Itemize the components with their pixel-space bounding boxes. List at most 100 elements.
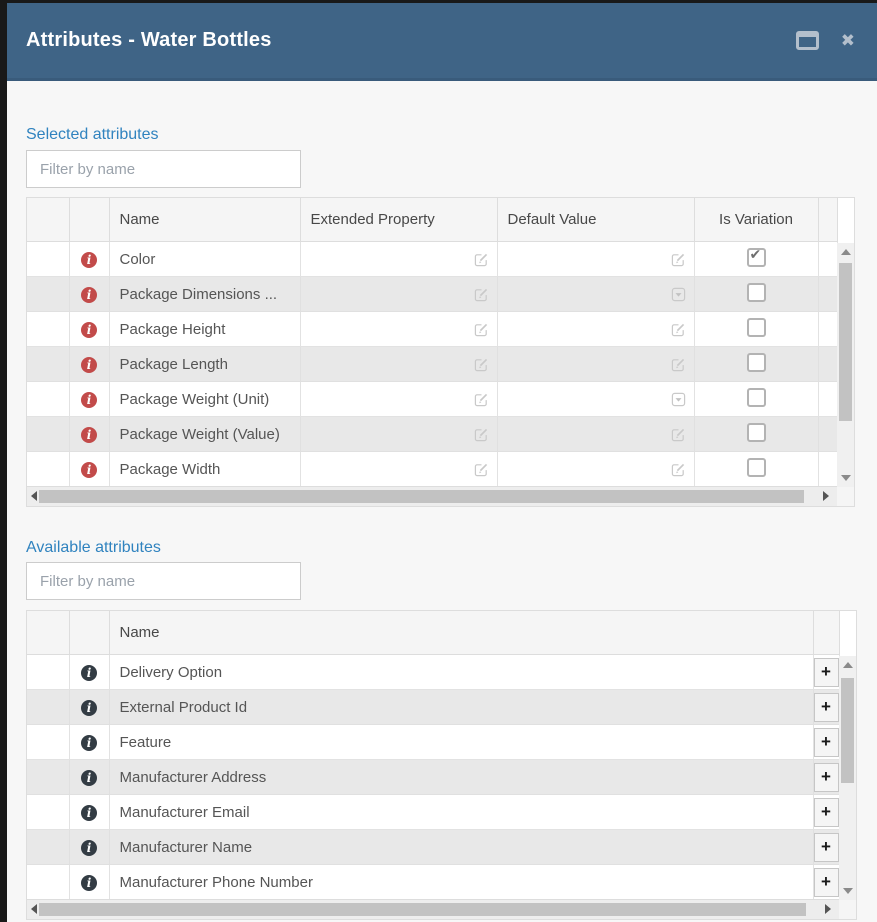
- edit-icon[interactable]: [474, 252, 489, 267]
- edit-icon[interactable]: [671, 322, 686, 337]
- selected-attribute-row: i Package Weight (Value): [27, 416, 838, 452]
- row-drag-cell[interactable]: [27, 241, 70, 277]
- scrollbar-corner: [837, 486, 854, 506]
- plus-icon[interactable]: +: [814, 727, 838, 757]
- edit-icon[interactable]: [474, 357, 489, 372]
- scrollbar-thumb[interactable]: [839, 263, 852, 421]
- row-drag-cell[interactable]: [27, 381, 70, 417]
- row-drag-cell[interactable]: [27, 689, 70, 725]
- info-icon[interactable]: i: [81, 321, 97, 338]
- scroll-left-icon[interactable]: [31, 491, 37, 501]
- name-column-header: Name: [108, 611, 814, 655]
- name-column-header: Name: [108, 198, 301, 242]
- edit-icon[interactable]: [671, 462, 686, 477]
- info-icon[interactable]: i: [81, 839, 97, 856]
- available-filter-input[interactable]: [26, 562, 301, 600]
- plus-icon[interactable]: +: [814, 762, 838, 792]
- scroll-down-icon[interactable]: [841, 475, 851, 481]
- dropdown-icon[interactable]: [671, 392, 686, 407]
- available-horizontal-scrollbar[interactable]: [27, 899, 839, 919]
- scrollbar-thumb[interactable]: [39, 903, 806, 916]
- scrollbar-corner: [839, 899, 856, 919]
- plus-icon[interactable]: +: [814, 657, 838, 687]
- attribute-name: Manufacturer Phone Number: [108, 864, 814, 900]
- edit-icon[interactable]: [474, 287, 489, 302]
- selected-attribute-row: i Package Width: [27, 451, 838, 487]
- row-drag-cell[interactable]: [27, 346, 70, 382]
- row-drag-cell[interactable]: [27, 451, 70, 487]
- info-icon[interactable]: i: [81, 874, 97, 891]
- plus-icon[interactable]: +: [814, 797, 838, 827]
- scrollbar-thumb[interactable]: [39, 490, 804, 503]
- spacer-cell: [817, 276, 838, 312]
- scroll-left-icon[interactable]: [31, 904, 37, 914]
- close-icon[interactable]: ✖: [840, 31, 855, 50]
- selected-attribute-row: i Color ✔: [27, 241, 838, 277]
- edit-icon[interactable]: [474, 427, 489, 442]
- row-drag-cell[interactable]: [27, 654, 70, 690]
- dialog-title: Attributes - Water Bottles: [26, 29, 272, 51]
- edit-icon[interactable]: [474, 462, 489, 477]
- spacer-cell: [817, 416, 838, 452]
- scroll-right-icon[interactable]: [823, 491, 829, 501]
- attribute-name: Package Weight (Unit): [108, 381, 301, 417]
- scroll-down-icon[interactable]: [843, 888, 853, 894]
- info-column-header: [68, 611, 110, 655]
- info-icon[interactable]: i: [81, 769, 97, 786]
- edit-icon[interactable]: [671, 427, 686, 442]
- attribute-name: Package Dimensions ...: [108, 276, 301, 312]
- drag-column-header: [27, 611, 70, 655]
- scroll-right-icon[interactable]: [825, 904, 831, 914]
- row-drag-cell[interactable]: [27, 794, 70, 830]
- edit-icon[interactable]: [671, 357, 686, 372]
- row-drag-cell[interactable]: [27, 311, 70, 347]
- spacer-cell: [817, 451, 838, 487]
- info-icon[interactable]: i: [81, 664, 97, 681]
- row-drag-cell[interactable]: [27, 416, 70, 452]
- is-variation-checkbox[interactable]: [746, 282, 766, 302]
- edit-icon[interactable]: [671, 252, 686, 267]
- selected-vertical-scrollbar[interactable]: [837, 243, 854, 487]
- edit-icon[interactable]: [474, 392, 489, 407]
- is-variation-checkbox[interactable]: [746, 457, 766, 477]
- selected-filter-input[interactable]: [26, 150, 301, 188]
- available-attribute-row: i Manufacturer Email +: [27, 794, 840, 830]
- dropdown-icon[interactable]: [671, 287, 686, 302]
- row-drag-cell[interactable]: [27, 276, 70, 312]
- row-drag-cell[interactable]: [27, 724, 70, 760]
- selected-attributes-heading: Selected attributes: [26, 126, 159, 143]
- available-vertical-scrollbar[interactable]: [839, 656, 856, 900]
- window-maximize-icon[interactable]: [795, 31, 819, 50]
- default-value-column-header: Default Value: [496, 198, 695, 242]
- available-attributes-heading: Available attributes: [26, 539, 161, 556]
- info-icon[interactable]: i: [81, 391, 97, 408]
- row-drag-cell[interactable]: [27, 759, 70, 795]
- is-variation-checkbox[interactable]: [746, 387, 766, 407]
- info-icon[interactable]: i: [81, 804, 97, 821]
- available-table: Name i Delivery Option + i External Product …: [27, 611, 840, 900]
- dialog-titlebar: Attributes - Water Bottles ✖: [7, 3, 877, 81]
- attribute-name: Package Weight (Value): [108, 416, 301, 452]
- info-icon[interactable]: i: [81, 426, 97, 443]
- selected-horizontal-scrollbar[interactable]: [27, 486, 837, 506]
- info-icon[interactable]: i: [81, 699, 97, 716]
- scroll-up-icon[interactable]: [843, 662, 853, 668]
- info-icon[interactable]: i: [81, 251, 97, 268]
- is-variation-checkbox[interactable]: ✔: [746, 246, 766, 267]
- plus-icon[interactable]: +: [814, 692, 838, 722]
- info-icon[interactable]: i: [81, 461, 97, 478]
- plus-icon[interactable]: +: [814, 832, 838, 862]
- scrollbar-thumb[interactable]: [841, 678, 854, 783]
- info-icon[interactable]: i: [81, 286, 97, 303]
- row-drag-cell[interactable]: [27, 829, 70, 865]
- info-icon[interactable]: i: [81, 734, 97, 751]
- info-icon[interactable]: i: [81, 356, 97, 373]
- plus-icon[interactable]: +: [814, 867, 838, 897]
- is-variation-checkbox[interactable]: [746, 317, 766, 337]
- spacer-cell: [817, 311, 838, 347]
- edit-icon[interactable]: [474, 322, 489, 337]
- is-variation-checkbox[interactable]: [746, 352, 766, 372]
- is-variation-checkbox[interactable]: [746, 422, 766, 442]
- row-drag-cell[interactable]: [27, 864, 70, 900]
- scroll-up-icon[interactable]: [841, 249, 851, 255]
